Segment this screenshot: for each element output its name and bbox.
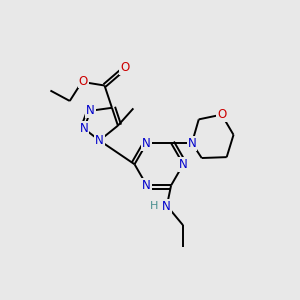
Text: N: N bbox=[142, 179, 151, 192]
Text: H: H bbox=[150, 201, 158, 211]
Text: N: N bbox=[86, 104, 95, 117]
Text: N: N bbox=[188, 137, 196, 150]
Text: O: O bbox=[120, 61, 129, 74]
Text: O: O bbox=[217, 108, 226, 121]
Text: N: N bbox=[142, 137, 151, 150]
Text: N: N bbox=[95, 134, 104, 147]
Text: N: N bbox=[80, 122, 88, 135]
Text: N: N bbox=[179, 158, 188, 171]
Text: N: N bbox=[162, 200, 171, 213]
Text: O: O bbox=[79, 74, 88, 88]
